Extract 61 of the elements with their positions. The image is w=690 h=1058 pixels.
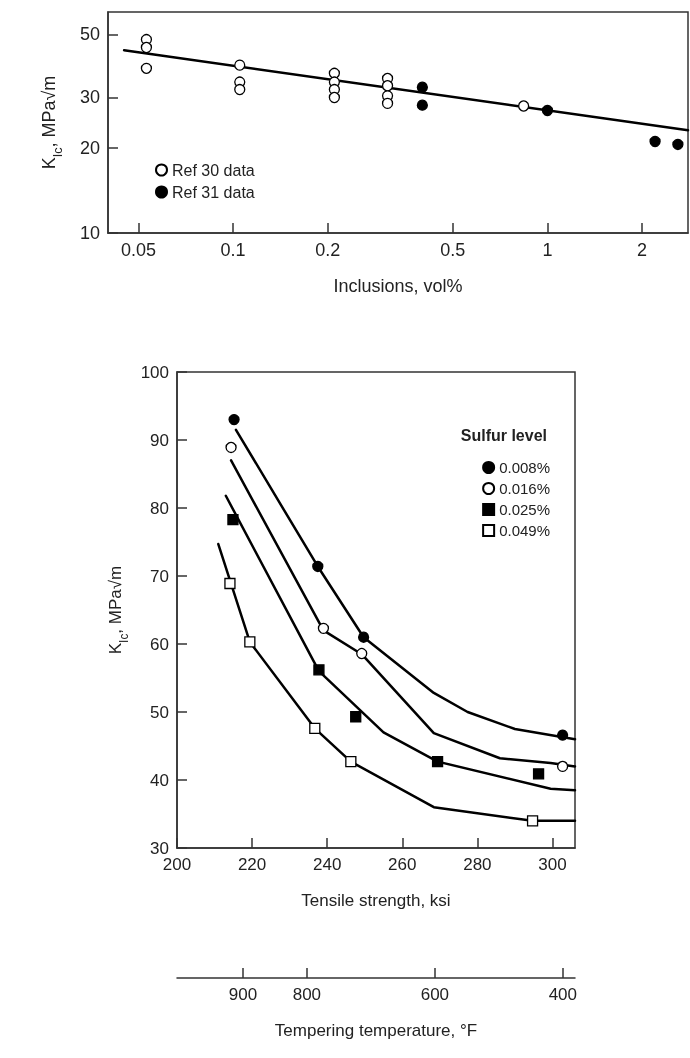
legend-label: 0.025% xyxy=(499,501,550,518)
y-tick-label: 100 xyxy=(140,362,169,382)
x-tick-label: 260 xyxy=(388,855,417,874)
point xyxy=(556,729,569,741)
y-tick-label: 20 xyxy=(79,137,100,158)
point xyxy=(244,636,256,648)
x-tick-label: 300 xyxy=(538,855,567,874)
legend-label: 0.049% xyxy=(499,522,550,539)
point xyxy=(312,560,324,573)
point xyxy=(228,413,240,426)
point xyxy=(350,711,362,723)
y-axis-title: KIc, MPa√m xyxy=(105,565,131,655)
point xyxy=(313,664,325,676)
x-tick-label: 0.1 xyxy=(220,240,246,260)
x2-tick-label: 600 xyxy=(420,985,450,1004)
x-tick-label: 1 xyxy=(542,240,553,260)
x-axis-title: Tensile strength, ksi xyxy=(301,891,451,910)
x-tick-label: 240 xyxy=(313,855,342,874)
x2-tick-label: 800 xyxy=(292,985,322,1004)
y-tick-label: 80 xyxy=(150,498,169,518)
y-tick-label: 30 xyxy=(79,87,100,108)
point xyxy=(431,755,444,768)
point xyxy=(532,768,545,780)
legend-label: 0.016% xyxy=(499,480,550,497)
x-tick-label: 2 xyxy=(637,240,648,260)
y-tick-label: 10 xyxy=(79,223,100,243)
point xyxy=(345,755,357,768)
legend-label: 0.008% xyxy=(499,459,550,476)
point xyxy=(225,441,237,454)
y-axis-title: KIc, MPa√m xyxy=(39,75,65,170)
line-series xyxy=(229,459,577,768)
x-tick-label: 0.05 xyxy=(120,240,156,260)
x-tick-label: 280 xyxy=(463,855,492,874)
x2-tick-label: 400 xyxy=(548,985,578,1004)
legend-title: Sulfur level xyxy=(460,426,547,444)
x2-axis-title: Tempering temperature, °F xyxy=(274,1021,478,1040)
x-tick-label: 0.5 xyxy=(440,240,466,260)
point xyxy=(356,647,368,660)
y-tick-label: 50 xyxy=(150,702,169,722)
line-series xyxy=(234,428,577,741)
point xyxy=(526,815,539,827)
point xyxy=(317,622,330,635)
x-tick-label: 220 xyxy=(237,855,267,874)
point xyxy=(224,577,236,590)
line-series xyxy=(224,494,577,792)
y-tick-label: 30 xyxy=(150,838,169,858)
y-tick-label: 50 xyxy=(79,24,100,45)
y-tick-label: 70 xyxy=(150,566,169,586)
point xyxy=(227,513,239,526)
legend-label: Ref 31 data xyxy=(172,183,255,201)
x-tick-label: 0.2 xyxy=(315,240,341,260)
legend-label: Ref 30 data xyxy=(172,161,255,179)
y-tick-label: 90 xyxy=(150,430,169,450)
point xyxy=(556,760,569,773)
x-axis-title: Inclusions, vol% xyxy=(333,276,463,296)
point xyxy=(309,722,321,734)
x2-tick-label: 900 xyxy=(228,985,258,1004)
y-tick-label: 40 xyxy=(150,770,169,790)
point xyxy=(357,631,370,643)
y-tick-label: 60 xyxy=(150,634,169,654)
x-tick-label: 200 xyxy=(162,855,192,874)
